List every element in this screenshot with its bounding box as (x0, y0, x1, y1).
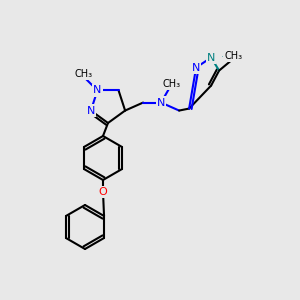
Text: N: N (207, 52, 215, 63)
Text: N: N (87, 106, 95, 116)
Text: CH₃: CH₃ (224, 51, 242, 61)
Text: O: O (99, 187, 107, 197)
Text: -H: -H (221, 51, 232, 61)
Text: CH₃: CH₃ (74, 69, 92, 80)
Text: N: N (93, 85, 102, 95)
Text: N: N (157, 98, 165, 108)
Text: N: N (192, 63, 200, 73)
Text: CH₃: CH₃ (162, 79, 180, 88)
